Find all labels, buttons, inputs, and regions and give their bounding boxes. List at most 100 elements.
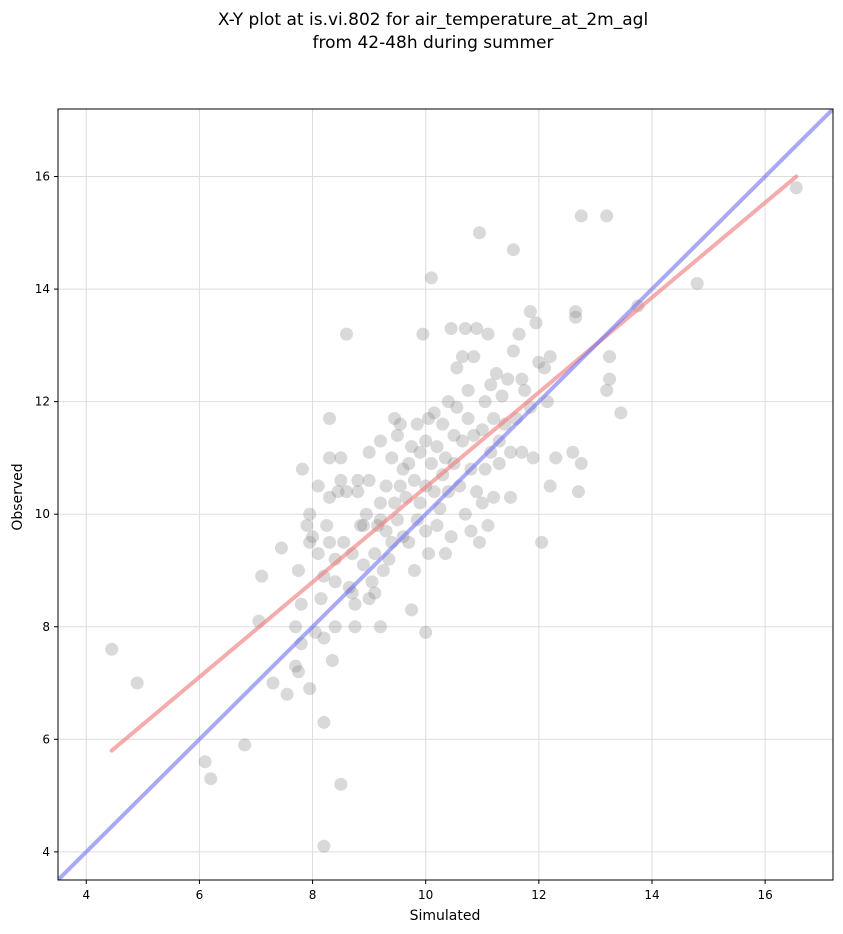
scatter-point xyxy=(464,524,478,538)
scatter-point xyxy=(390,428,404,442)
scatter-point xyxy=(444,530,458,544)
scatter-point xyxy=(289,659,303,673)
scatter-point xyxy=(439,547,452,561)
scatter-point xyxy=(198,755,212,769)
scatter-point xyxy=(467,428,481,442)
x-tick-label: 14 xyxy=(644,888,659,902)
scatter-point xyxy=(427,406,441,420)
scatter-point xyxy=(340,485,354,499)
scatter-point xyxy=(337,535,351,549)
reference-lines xyxy=(58,109,833,880)
scatter-point xyxy=(498,417,512,431)
scatter-point xyxy=(569,310,583,324)
scatter-point xyxy=(574,209,588,223)
axis-ticks: 4 6 8 10 12 14 16 4 6 8 10 12 14 16 xyxy=(35,170,773,902)
scatter-point xyxy=(130,676,144,690)
x-tick-label: 8 xyxy=(309,888,317,902)
scatter-point xyxy=(526,451,540,465)
scatter-point xyxy=(407,473,421,487)
scatter-point xyxy=(351,473,365,487)
scatter-point xyxy=(413,496,427,510)
scatter-point xyxy=(410,417,424,431)
scatter-point xyxy=(334,451,348,465)
scatter-point xyxy=(311,479,325,493)
scatter-point xyxy=(266,676,280,690)
scatter-point xyxy=(356,558,370,572)
scatter-point xyxy=(543,350,557,364)
scatter-point xyxy=(204,772,218,786)
scatter-point xyxy=(532,355,546,369)
scatter-point xyxy=(481,518,495,532)
scatter-point xyxy=(436,417,450,431)
scatter-points xyxy=(105,181,803,853)
scatter-point xyxy=(495,389,509,403)
scatter-point xyxy=(291,665,305,679)
scatter-point xyxy=(368,547,382,561)
x-axis-label: Simulated xyxy=(410,908,481,924)
scatter-point xyxy=(376,563,390,577)
scatter-point xyxy=(444,321,458,335)
scatter-point xyxy=(789,181,803,195)
scatter-point xyxy=(328,575,342,589)
scatter-point xyxy=(487,412,501,426)
scatter-point xyxy=(303,682,317,696)
scatter-point xyxy=(603,372,617,386)
scatter-point xyxy=(306,530,320,544)
scatter-point xyxy=(450,361,464,375)
scatter-point xyxy=(368,586,382,600)
scatter-point xyxy=(475,423,489,437)
scatter-point xyxy=(348,620,362,634)
scatter-point xyxy=(501,372,515,386)
scatter-point xyxy=(489,367,503,381)
scatter-point xyxy=(574,457,588,471)
scatter-point xyxy=(373,434,387,448)
scatter-point xyxy=(518,383,532,397)
scatter-point xyxy=(506,243,520,257)
scatter-point xyxy=(402,457,416,471)
scatter-point xyxy=(427,485,441,499)
scatter-point xyxy=(424,271,438,285)
scatter-point xyxy=(388,496,402,510)
scatter-point xyxy=(543,479,557,493)
scatter-point xyxy=(393,417,407,431)
y-tick-label: 4 xyxy=(42,845,50,859)
scatter-point xyxy=(690,276,704,290)
scatter-point xyxy=(320,518,334,532)
scatter-point xyxy=(356,518,370,532)
scatter-point xyxy=(603,350,617,364)
scatter-point xyxy=(354,518,368,532)
x-tick-label: 6 xyxy=(196,888,204,902)
scatter-point xyxy=(413,445,427,459)
scatter-point xyxy=(529,316,543,330)
scatter-point xyxy=(419,434,433,448)
scatter-point xyxy=(515,445,529,459)
scatter-point xyxy=(478,462,492,476)
scatter-point xyxy=(359,507,373,521)
scatter-point xyxy=(105,642,119,656)
scatter-point xyxy=(373,496,387,510)
scatter-point xyxy=(458,507,472,521)
scatter-point xyxy=(388,412,402,426)
scatter-point xyxy=(472,226,486,240)
y-tick-label: 10 xyxy=(35,507,50,521)
scatter-point xyxy=(362,473,376,487)
scatter-point xyxy=(600,383,614,397)
scatter-point xyxy=(614,406,628,420)
scatter-point xyxy=(430,518,444,532)
scatter-point xyxy=(405,603,419,617)
y-tick-label: 14 xyxy=(35,282,50,296)
scatter-point xyxy=(461,412,475,426)
scatter-point xyxy=(291,563,305,577)
scatter-point xyxy=(569,305,583,319)
scatter-point xyxy=(549,451,563,465)
scatter-point xyxy=(385,451,399,465)
scatter-point xyxy=(238,738,252,752)
scatter-point xyxy=(512,327,526,341)
scatter-point xyxy=(407,563,421,577)
scatter-point xyxy=(362,445,376,459)
scatter-point xyxy=(470,485,484,499)
scatter-point xyxy=(470,321,484,335)
scatter-point xyxy=(484,378,498,392)
scatter-point xyxy=(566,445,580,459)
